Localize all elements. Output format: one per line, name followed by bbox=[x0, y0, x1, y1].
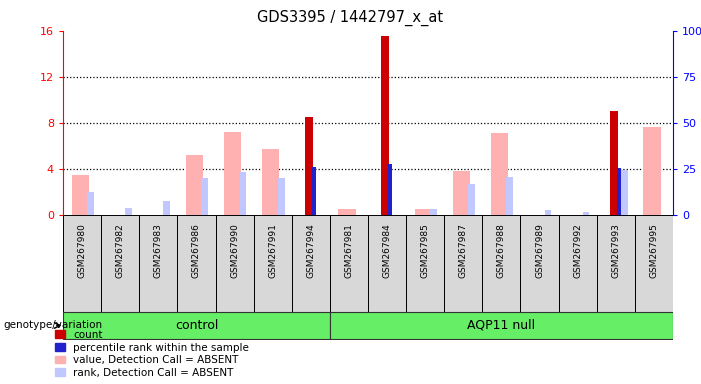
Text: GSM267994: GSM267994 bbox=[306, 223, 315, 278]
Text: control: control bbox=[175, 319, 218, 332]
Bar bbox=[312, 167, 316, 215]
FancyBboxPatch shape bbox=[292, 215, 330, 313]
Bar bbox=[491, 133, 508, 215]
Text: GSM267988: GSM267988 bbox=[497, 223, 506, 278]
FancyBboxPatch shape bbox=[444, 215, 482, 313]
Text: GSM267991: GSM267991 bbox=[268, 223, 277, 278]
FancyBboxPatch shape bbox=[254, 215, 292, 313]
Text: GDS3395 / 1442797_x_at: GDS3395 / 1442797_x_at bbox=[257, 10, 444, 26]
Text: GSM267982: GSM267982 bbox=[116, 223, 125, 278]
Bar bbox=[644, 127, 660, 215]
FancyBboxPatch shape bbox=[330, 312, 673, 339]
Bar bbox=[610, 111, 618, 215]
Bar bbox=[201, 178, 208, 215]
Text: GSM267984: GSM267984 bbox=[383, 223, 392, 278]
Text: GSM267990: GSM267990 bbox=[230, 223, 239, 278]
Text: genotype/variation: genotype/variation bbox=[4, 320, 102, 331]
Bar bbox=[415, 209, 432, 215]
Text: GSM267983: GSM267983 bbox=[154, 223, 163, 278]
Text: GSM267987: GSM267987 bbox=[459, 223, 468, 278]
Bar bbox=[545, 210, 552, 215]
FancyBboxPatch shape bbox=[63, 215, 101, 313]
Bar bbox=[72, 175, 89, 215]
Legend: count, percentile rank within the sample, value, Detection Call = ABSENT, rank, : count, percentile rank within the sample… bbox=[54, 329, 250, 379]
Bar bbox=[278, 178, 285, 215]
Text: GSM267986: GSM267986 bbox=[192, 223, 201, 278]
Text: GSM267995: GSM267995 bbox=[649, 223, 658, 278]
FancyBboxPatch shape bbox=[216, 215, 254, 313]
FancyBboxPatch shape bbox=[482, 215, 520, 313]
Bar bbox=[506, 177, 513, 215]
FancyBboxPatch shape bbox=[635, 215, 673, 313]
FancyBboxPatch shape bbox=[406, 215, 444, 313]
Bar bbox=[224, 132, 241, 215]
FancyBboxPatch shape bbox=[101, 215, 139, 313]
FancyBboxPatch shape bbox=[368, 215, 406, 313]
Text: GSM267980: GSM267980 bbox=[78, 223, 87, 278]
FancyBboxPatch shape bbox=[597, 215, 635, 313]
Bar bbox=[583, 212, 590, 215]
Bar bbox=[305, 117, 313, 215]
FancyBboxPatch shape bbox=[177, 215, 216, 313]
Bar bbox=[453, 171, 470, 215]
Bar bbox=[468, 184, 475, 215]
Bar bbox=[388, 164, 393, 215]
Text: GSM267985: GSM267985 bbox=[421, 223, 430, 278]
Bar bbox=[430, 209, 437, 215]
Text: GSM267981: GSM267981 bbox=[344, 223, 353, 278]
FancyBboxPatch shape bbox=[559, 215, 597, 313]
Bar bbox=[163, 201, 170, 215]
FancyBboxPatch shape bbox=[520, 215, 559, 313]
FancyBboxPatch shape bbox=[63, 312, 330, 339]
Bar bbox=[186, 155, 203, 215]
Bar bbox=[621, 170, 627, 215]
FancyBboxPatch shape bbox=[139, 215, 177, 313]
Bar bbox=[125, 208, 132, 215]
Bar bbox=[240, 172, 247, 215]
Bar bbox=[339, 209, 355, 215]
Text: GSM267992: GSM267992 bbox=[573, 223, 582, 278]
Text: AQP11 null: AQP11 null bbox=[468, 319, 536, 332]
Text: GSM267993: GSM267993 bbox=[611, 223, 620, 278]
Bar bbox=[617, 168, 621, 215]
Text: GSM267989: GSM267989 bbox=[535, 223, 544, 278]
Bar bbox=[87, 192, 94, 215]
Bar bbox=[381, 36, 389, 215]
FancyBboxPatch shape bbox=[330, 215, 368, 313]
Bar bbox=[262, 149, 280, 215]
